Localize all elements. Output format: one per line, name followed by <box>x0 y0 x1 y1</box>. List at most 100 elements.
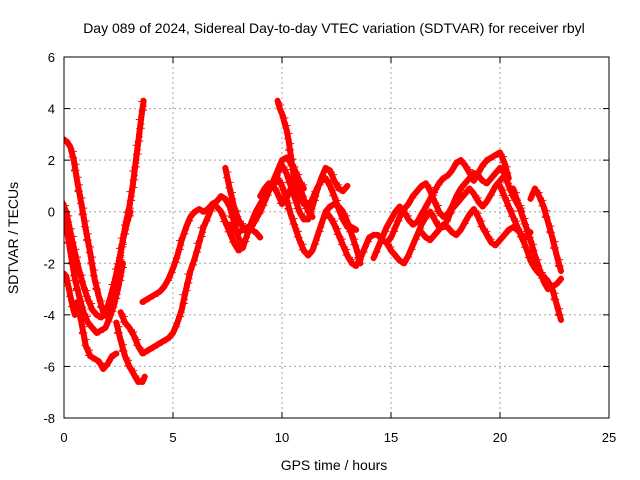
marker-fill <box>235 243 242 250</box>
marker-fill <box>392 210 399 217</box>
marker-fill <box>519 238 526 245</box>
marker-fill <box>389 232 396 239</box>
marker-fill <box>178 242 185 249</box>
marker-fill <box>499 192 506 199</box>
marker-fill <box>131 164 138 171</box>
marker-fill <box>459 160 466 167</box>
marker-fill <box>281 199 288 206</box>
marker-fill <box>127 367 134 374</box>
marker-fill <box>95 329 102 336</box>
marker-fill <box>411 191 418 198</box>
marker-fill <box>227 189 234 196</box>
data-point <box>326 182 333 189</box>
marker-fill <box>332 196 339 203</box>
data-point <box>322 208 329 215</box>
marker-fill <box>108 281 115 288</box>
marker-fill <box>432 212 439 219</box>
marker-fill <box>432 189 439 196</box>
marker-fill <box>451 231 458 238</box>
marker-fill <box>287 174 294 181</box>
data-point <box>235 234 242 241</box>
marker-fill <box>445 214 452 221</box>
marker-fill <box>446 227 453 234</box>
marker-fill <box>64 282 70 289</box>
data-point <box>82 342 89 349</box>
marker-fill <box>310 197 317 204</box>
marker-fill <box>511 195 518 202</box>
marker-fill <box>81 323 88 330</box>
series-sat-r <box>418 206 534 249</box>
marker-fill <box>468 189 475 196</box>
marker-fill <box>350 241 357 248</box>
marker-fill <box>420 232 427 239</box>
marker-fill <box>84 313 91 320</box>
marker-fill <box>136 346 143 353</box>
marker-fill <box>411 221 418 228</box>
marker-fill <box>189 212 196 219</box>
marker-fill <box>518 202 525 209</box>
marker-fill <box>75 266 82 273</box>
marker-fill <box>410 240 417 247</box>
marker-fill <box>225 178 232 185</box>
marker-fill <box>159 287 166 294</box>
marker-fill <box>292 227 299 234</box>
marker-fill <box>331 171 338 178</box>
series-sat-f <box>113 319 148 385</box>
marker-fill <box>427 197 434 204</box>
marker-fill <box>292 193 299 200</box>
marker-fill <box>516 233 523 240</box>
marker-fill <box>552 290 559 297</box>
marker-fill <box>68 287 75 294</box>
marker-fill <box>76 200 83 207</box>
marker-fill <box>202 208 209 215</box>
marker-fill <box>394 256 401 263</box>
marker-fill <box>128 189 135 196</box>
marker-fill <box>296 206 303 213</box>
marker-fill <box>503 202 510 209</box>
marker-fill <box>301 199 308 206</box>
marker-fill <box>280 165 287 172</box>
data-point <box>213 203 220 210</box>
marker-fill <box>276 168 283 175</box>
marker-fill <box>524 248 531 255</box>
series-sat-u <box>527 185 565 275</box>
marker-fill <box>134 336 141 343</box>
marker-fill <box>442 223 449 230</box>
marker-fill <box>398 207 405 214</box>
marker-fill <box>201 222 208 229</box>
marker-fill <box>123 222 130 229</box>
marker-fill <box>118 312 125 319</box>
marker-fill <box>345 256 352 263</box>
marker-fill <box>76 271 83 278</box>
marker-fill <box>229 189 236 196</box>
marker-fill <box>484 228 491 235</box>
marker-fill <box>289 183 296 190</box>
marker-fill <box>84 287 91 294</box>
marker-fill <box>92 279 99 286</box>
marker-fill <box>220 195 227 202</box>
series-sat-e <box>74 298 120 373</box>
data-point <box>388 247 394 254</box>
marker-fill <box>307 250 314 257</box>
marker-fill <box>171 328 178 335</box>
marker-fill <box>162 281 169 288</box>
marker-fill <box>529 247 536 254</box>
marker-fill <box>344 220 351 227</box>
marker-fill <box>472 176 479 183</box>
marker-fill <box>240 220 247 227</box>
marker-fill <box>64 219 70 226</box>
marker-fill <box>389 214 396 221</box>
marker-fill <box>241 239 248 246</box>
marker-fill <box>132 151 139 158</box>
marker-fill <box>113 323 120 330</box>
series-layer <box>64 97 565 385</box>
marker-fill <box>557 305 564 312</box>
data-point <box>71 275 78 282</box>
data-point <box>276 105 283 112</box>
marker-fill <box>507 213 514 220</box>
marker-fill <box>224 228 231 235</box>
marker-fill <box>124 362 131 369</box>
marker-fill <box>529 190 536 197</box>
marker-fill <box>240 243 247 250</box>
marker-fill <box>328 171 335 178</box>
